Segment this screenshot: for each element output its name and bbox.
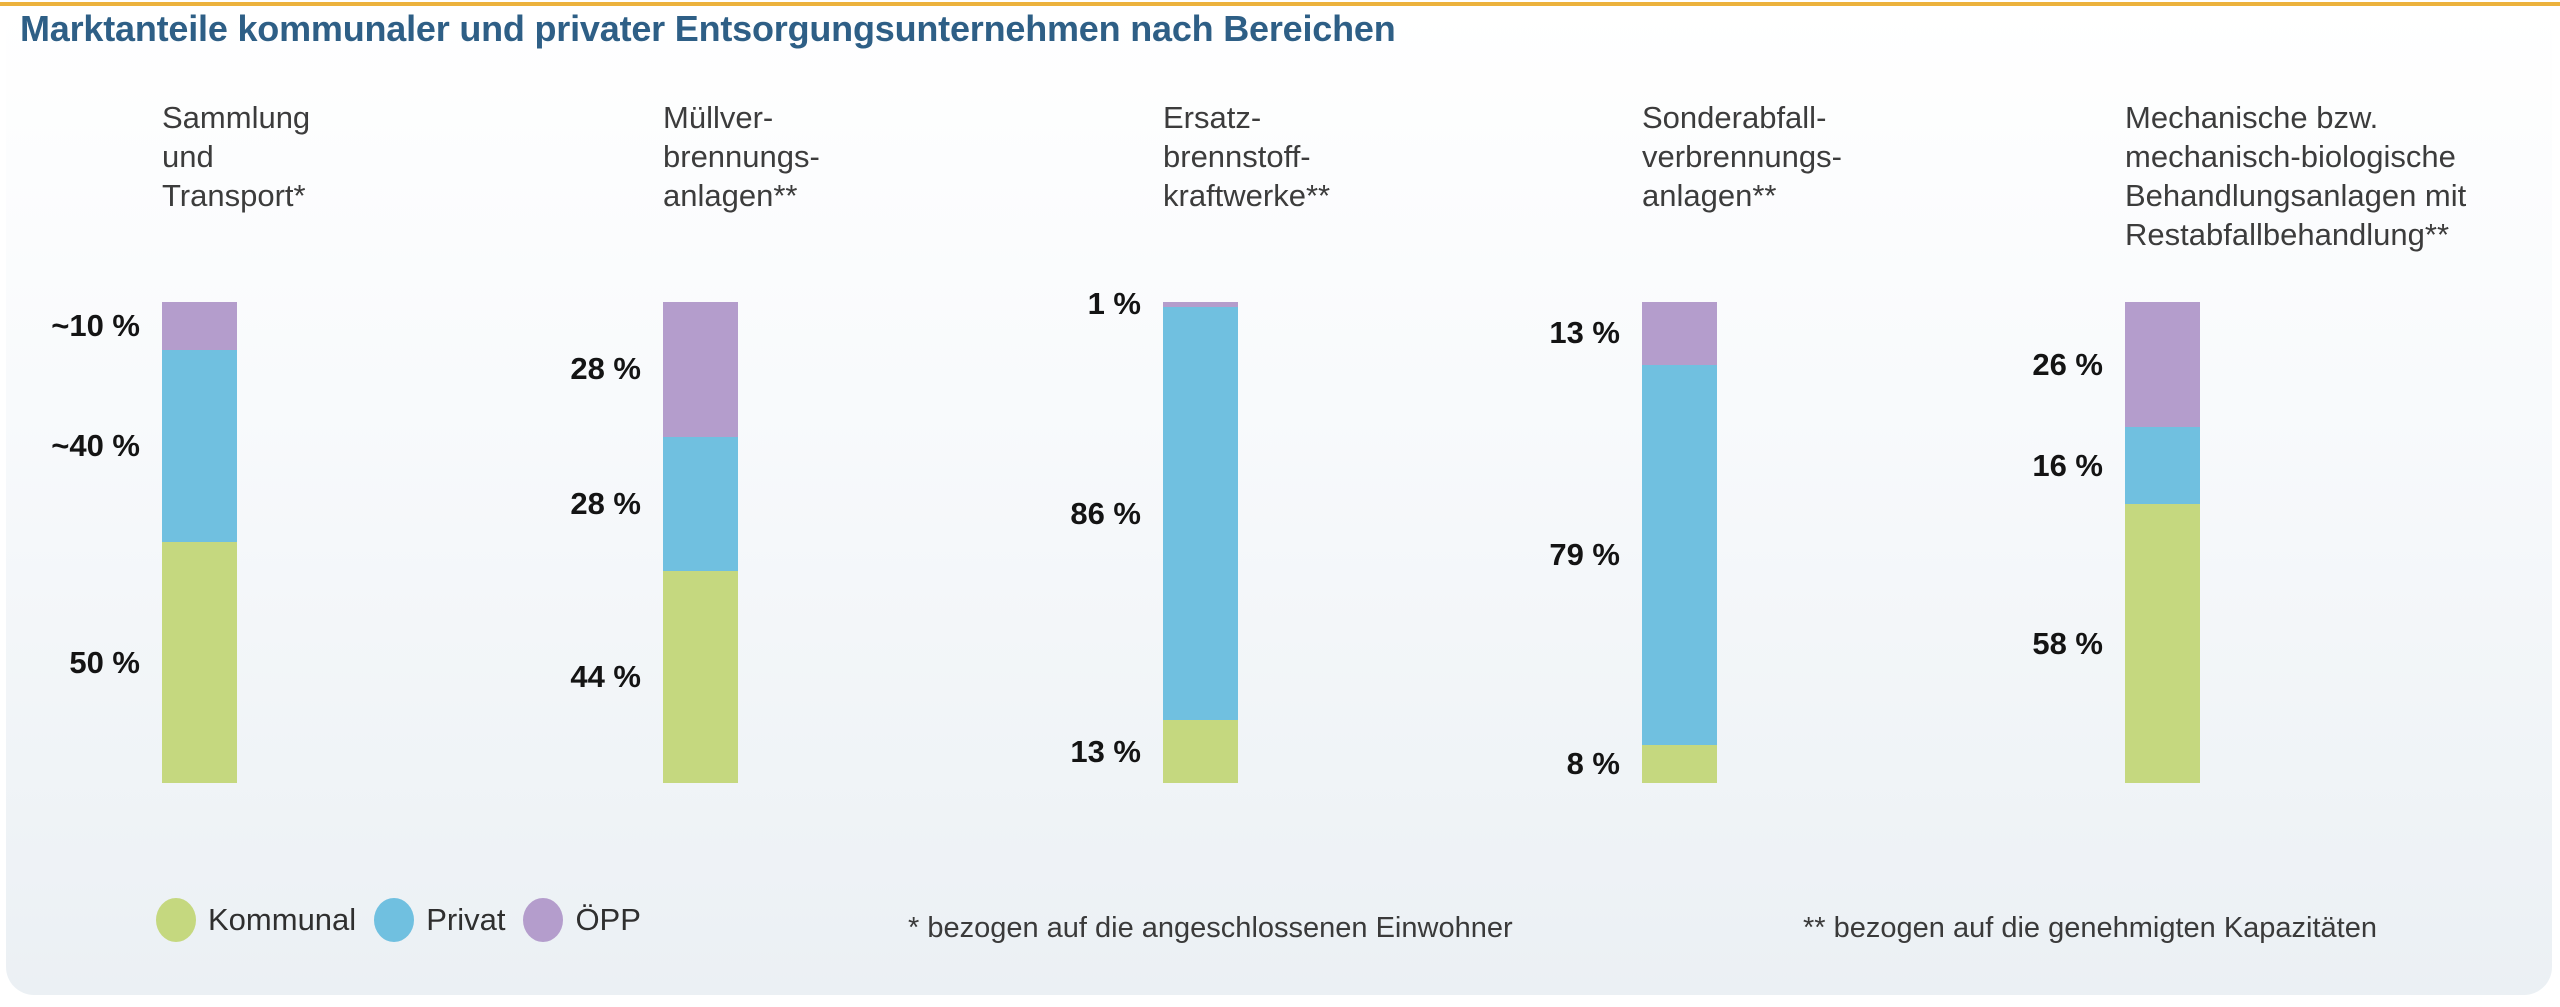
bar-segment-privat xyxy=(663,436,738,572)
stacked-bar-1 xyxy=(162,302,237,783)
category-label-4: Sonderabfall- verbrennungs- anlagen** xyxy=(1642,100,1842,213)
legend-item-oepp: ÖPP xyxy=(523,898,641,942)
stacked-bar-2 xyxy=(663,302,738,783)
legend-dot-oepp xyxy=(523,898,564,942)
category-label-1: Sammlung und Transport* xyxy=(162,100,311,213)
value-label-kommunal: 13 % xyxy=(1070,733,1141,769)
value-label-privat: 86 % xyxy=(1070,495,1141,531)
value-label-privat: 16 % xyxy=(2032,447,2103,483)
value-label-oepp: 1 % xyxy=(1087,286,1141,322)
legend-dot-kommunal xyxy=(156,898,196,942)
footnote-single-asterisk: * bezogen auf die angeschlossenen Einwoh… xyxy=(908,912,1513,944)
category-label-5: Mechanische bzw. mechanisch-biologische … xyxy=(2125,100,2467,252)
value-label-kommunal: 44 % xyxy=(570,659,641,695)
value-label-kommunal: 8 % xyxy=(1566,745,1620,781)
value-label-kommunal: 50 % xyxy=(69,644,140,680)
stacked-bar-4 xyxy=(1642,302,1717,783)
bar-segment-privat xyxy=(1163,306,1238,721)
value-label-privat: 28 % xyxy=(570,486,641,522)
category-label-2: Müllver- brennungs- anlagen** xyxy=(663,100,820,213)
chart-title: Marktanteile kommunaler und privater Ent… xyxy=(20,8,1396,49)
legend-item-privat: Privat xyxy=(374,898,505,942)
stacked-bar-5 xyxy=(2125,302,2200,783)
bar-segment-oepp xyxy=(1163,302,1238,307)
legend: Kommunal Privat ÖPP xyxy=(156,898,659,942)
bar-segment-privat xyxy=(2125,427,2200,504)
top-accent-bar xyxy=(0,2,2560,6)
bar-segment-oepp xyxy=(2125,302,2200,428)
bar-segment-kommunal xyxy=(2125,504,2200,783)
bar-segment-privat xyxy=(162,350,237,543)
value-label-oepp: 28 % xyxy=(570,351,641,387)
bar-segment-kommunal xyxy=(1163,720,1238,783)
bar-segment-oepp xyxy=(1642,302,1717,365)
value-label-privat: ~40 % xyxy=(51,428,140,464)
bar-segment-kommunal xyxy=(162,542,237,783)
value-label-privat: 79 % xyxy=(1549,536,1620,572)
bar-segment-privat xyxy=(1642,364,1717,745)
stacked-bar-3 xyxy=(1163,302,1238,783)
bar-segment-kommunal xyxy=(1642,744,1717,783)
value-label-kommunal: 58 % xyxy=(2032,625,2103,661)
footnote-double-asterisk: ** bezogen auf die genehmigten Kapazität… xyxy=(1803,912,2377,944)
legend-item-kommunal: Kommunal xyxy=(156,898,356,942)
bar-segment-kommunal xyxy=(663,571,738,783)
legend-label-privat: Privat xyxy=(426,902,506,937)
legend-label-oepp: ÖPP xyxy=(575,902,641,937)
bar-segment-oepp xyxy=(162,302,237,351)
value-label-oepp: ~10 % xyxy=(51,308,140,344)
category-label-3: Ersatz- brennstoff- kraftwerke** xyxy=(1163,100,1331,213)
value-label-oepp: 13 % xyxy=(1549,315,1620,351)
bar-segment-oepp xyxy=(663,302,738,437)
value-label-oepp: 26 % xyxy=(2032,346,2103,382)
legend-dot-privat xyxy=(374,898,415,942)
legend-label-kommunal: Kommunal xyxy=(208,902,357,937)
